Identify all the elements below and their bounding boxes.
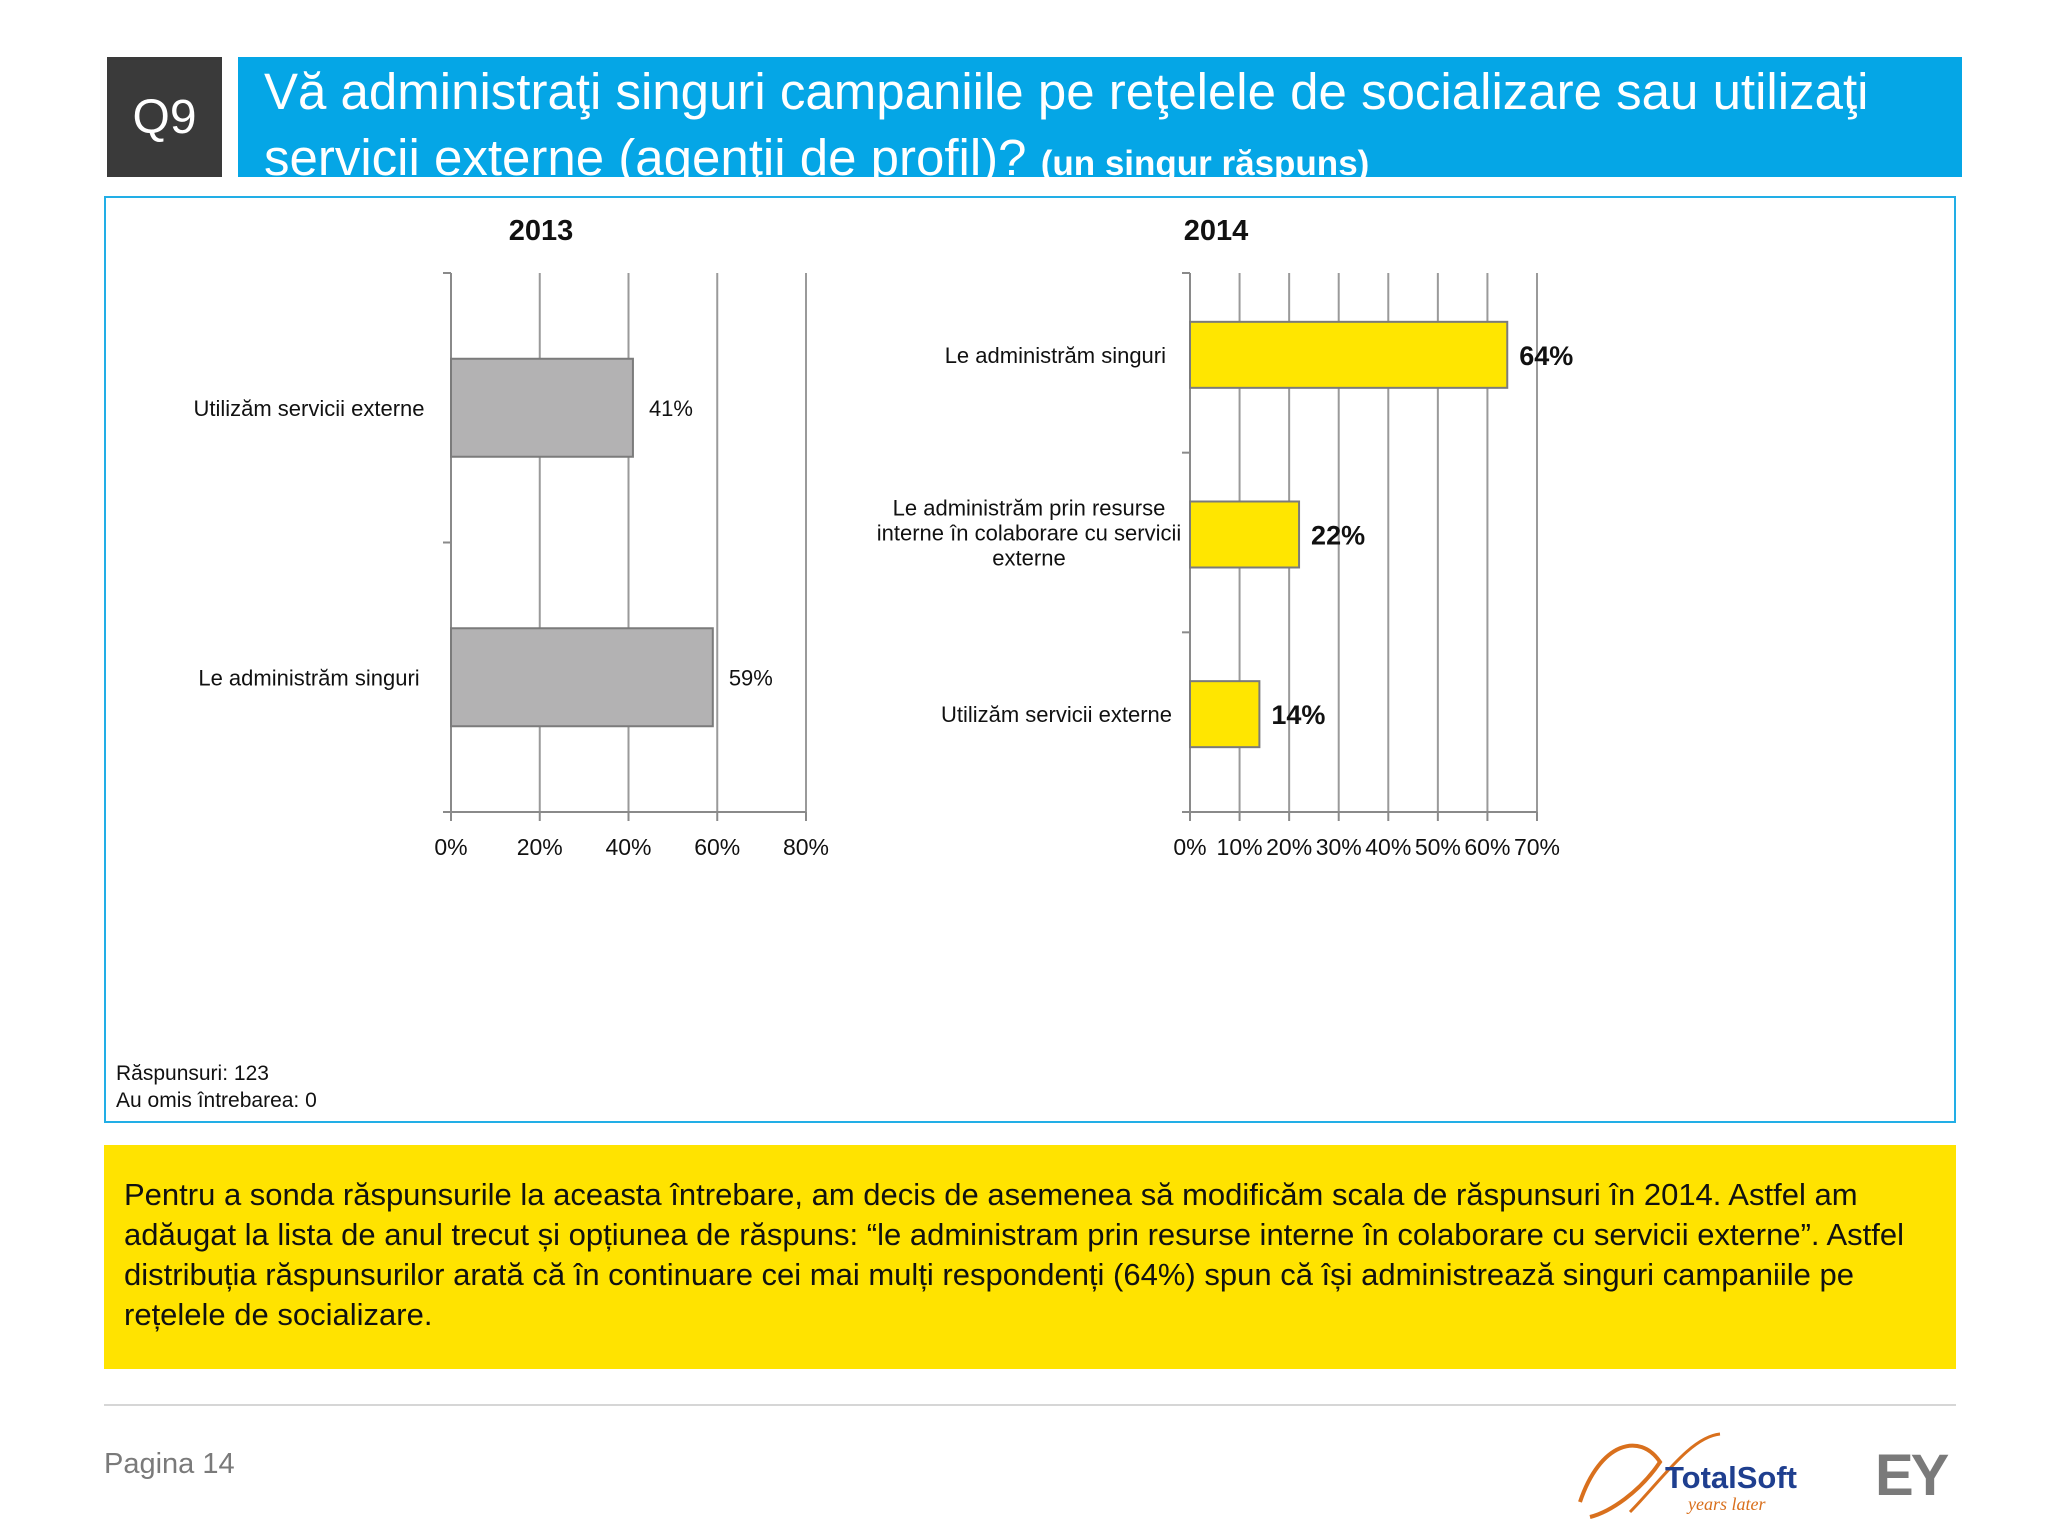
chart-title-2013: 2013: [509, 215, 574, 247]
category-label: interne în colaborare cu servicii: [877, 521, 1181, 546]
commentary-box: Pentru a sonda răspunsurile la aceasta î…: [104, 1145, 1956, 1369]
data-label: 59%: [729, 665, 773, 690]
x-tick-label: 30%: [1316, 834, 1362, 860]
bar: [450, 627, 714, 728]
x-tick-label: 60%: [1464, 834, 1510, 860]
data-label: 64%: [1519, 341, 1573, 371]
category-label: externe: [992, 546, 1065, 571]
x-tick-label: 80%: [783, 834, 829, 860]
category-label: Le administrăm prin resurse: [893, 496, 1166, 521]
logo-totalsoft-text: TotalSoft: [1665, 1460, 1797, 1495]
x-tick-label: 70%: [1514, 834, 1560, 860]
data-label: 22%: [1311, 521, 1365, 551]
logo-swash-icon: [1578, 1443, 1663, 1519]
question-badge: Q9: [107, 57, 222, 177]
chart-panel: 2013 0% 20% 40% 60% 80% 41% Utilizăm servicii e…: [104, 196, 1956, 1123]
title-note: (un singur răspuns): [1040, 144, 1370, 177]
x-tick-label: 40%: [605, 834, 651, 860]
x-tick-label: 40%: [1365, 834, 1411, 860]
totalsoft-logo: TotalSoft years later: [1578, 1432, 1797, 1519]
x-tick-label: 20%: [1266, 834, 1312, 860]
bar: [1189, 680, 1261, 749]
x-tick-label: 10%: [1217, 834, 1263, 860]
title-question: Vă administraţi singuri campaniile pe re…: [264, 63, 1869, 177]
x-tick-label: 0%: [434, 834, 467, 860]
charts-svg: 2013 0% 20% 40% 60% 80% 41% Utilizăm servicii e…: [193, 215, 1573, 860]
responses-count: Răspunsuri: 123: [116, 1062, 269, 1085]
x-tick-label: 60%: [694, 834, 740, 860]
category-label: Utilizăm servicii externe: [941, 702, 1172, 727]
page-number: Pagina 14: [104, 1448, 235, 1480]
page-title: Vă administraţi singuri campaniile pe re…: [264, 59, 1942, 177]
bar: [1189, 500, 1301, 569]
bar: [1189, 320, 1509, 389]
x-tick-label: 20%: [517, 834, 563, 860]
logo-tagline-text: years later: [1686, 1494, 1766, 1514]
category-label: Utilizăm servicii externe: [193, 396, 424, 421]
data-label: 14%: [1271, 700, 1325, 730]
ey-logo: EY: [1875, 1443, 1949, 1508]
skipped-count: Au omis întrebarea: 0: [116, 1089, 317, 1112]
question-number: Q9: [132, 90, 197, 144]
logo-swash-icon-2: [1628, 1432, 1721, 1514]
x-tick-label: 50%: [1415, 834, 1461, 860]
title-bar: Vă administraţi singuri campaniile pe re…: [238, 57, 1962, 177]
chart-title-2014: 2014: [1184, 215, 1249, 247]
category-label: Le administrăm singuri: [945, 343, 1166, 368]
bar: [450, 357, 634, 458]
footer-divider: [104, 1404, 1956, 1406]
data-label: 41%: [649, 396, 693, 421]
commentary-text: Pentru a sonda răspunsurile la aceasta î…: [124, 1177, 1904, 1332]
category-label: Le administrăm singuri: [198, 665, 419, 690]
x-tick-label: 0%: [1173, 834, 1206, 860]
